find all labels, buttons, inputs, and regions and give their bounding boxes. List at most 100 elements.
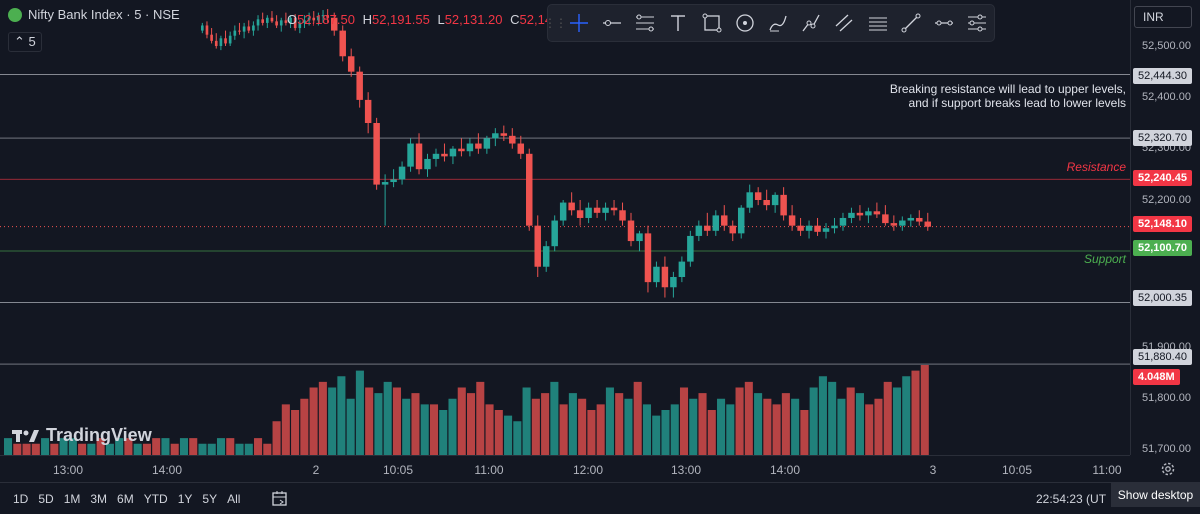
volume-bar [244, 443, 253, 455]
candle-body [466, 143, 474, 152]
candle-body [266, 17, 269, 23]
gear-icon[interactable] [1160, 461, 1176, 482]
crosshair-icon[interactable] [562, 5, 595, 41]
candle-body [214, 40, 218, 46]
time-tick: 12:00 [572, 463, 604, 477]
currency-selector[interactable]: INR [1134, 6, 1192, 28]
candle-body [407, 143, 414, 167]
support-label[interactable]: Support [1083, 252, 1126, 266]
parallel-channel-icon[interactable] [828, 5, 861, 41]
range-3m[interactable]: 3M [90, 492, 108, 506]
trend-line-icon[interactable] [894, 5, 927, 41]
time-tick: 2 [312, 463, 320, 477]
candle-body [814, 225, 821, 232]
volume-bar [707, 410, 716, 455]
candle-body [754, 192, 762, 200]
volume-bar [392, 387, 401, 455]
volume-bar [309, 387, 318, 455]
circle-icon[interactable] [728, 5, 761, 41]
volume-bar [346, 398, 355, 455]
chart-area[interactable] [0, 0, 1130, 455]
calendar-icon[interactable] [270, 488, 290, 513]
candle-body [916, 217, 923, 222]
tradingview-logo[interactable]: TradingView [12, 425, 152, 446]
currency-label: INR [1143, 10, 1164, 24]
volume-bar [605, 387, 614, 455]
candle-body [326, 15, 329, 18]
volume-bar [374, 393, 383, 455]
low-label: L [437, 12, 445, 27]
high-value: 52,191.55 [371, 12, 430, 27]
candle-body [559, 202, 567, 221]
price-tick: 52,400.00 [1142, 91, 1191, 103]
range-all[interactable]: All [227, 492, 241, 506]
candle-body [356, 71, 363, 100]
candle-body [242, 26, 246, 32]
volume-bar [624, 398, 633, 455]
volume-bar [207, 443, 216, 455]
range-5y[interactable]: 5Y [202, 492, 218, 506]
brand-name: TradingView [46, 425, 152, 445]
volume-bar [105, 443, 114, 455]
price-level-badge: 52,000.35 [1133, 290, 1192, 306]
range-6m[interactable]: 6M [117, 492, 134, 506]
text-icon[interactable] [662, 5, 695, 41]
volume-bar [318, 381, 327, 455]
path-icon[interactable] [795, 5, 828, 41]
volume-bar [837, 398, 846, 455]
volume-bar [874, 398, 883, 455]
candle-body [924, 221, 931, 227]
candle-body [602, 207, 609, 213]
clock-readout[interactable]: 22:54:23 (UT [1036, 492, 1107, 506]
volume-bar [124, 438, 133, 455]
range-1d[interactable]: 1D [13, 492, 29, 506]
price-level-badge: 51,880.40 [1133, 349, 1192, 365]
volume-bar [892, 387, 902, 455]
range-1m[interactable]: 1M [63, 492, 81, 506]
volume-bar [587, 410, 596, 455]
candle-body [210, 34, 213, 41]
price-axis[interactable] [1130, 0, 1200, 455]
horizontal-ray-icon[interactable] [928, 5, 961, 41]
candle-body [279, 20, 283, 26]
volume-bar [800, 410, 809, 455]
indicators-collapse-button[interactable]: ⌃ 5 [8, 32, 42, 52]
long-lines-icon[interactable] [861, 5, 894, 41]
candle-body [293, 17, 297, 29]
volume-bar [272, 421, 281, 455]
drawing-toolbar[interactable]: ⋮⋮ [544, 4, 995, 42]
candle-body [233, 30, 237, 36]
candle-body [542, 246, 550, 267]
volume-bar [263, 443, 272, 455]
candle-body [307, 17, 311, 21]
range-selector[interactable]: 1D 5D 1M 3M 6M YTD 1Y 5Y All [13, 492, 250, 506]
volume-bar [633, 381, 642, 455]
volume-bar [189, 438, 198, 455]
chart-note[interactable]: Breaking resistance will lead to upper l… [890, 82, 1126, 110]
resistance-label[interactable]: Resistance [1066, 160, 1126, 174]
price-level-badge: 52,148.10 [1133, 216, 1192, 232]
drag-handle-icon[interactable]: ⋮⋮ [544, 16, 567, 30]
horizontal-line-icon[interactable] [595, 5, 628, 41]
candle-body [882, 214, 889, 224]
candle-body [848, 212, 855, 218]
time-axis[interactable] [0, 455, 1130, 482]
candle-body [610, 207, 618, 211]
range-5d[interactable]: 5D [38, 492, 54, 506]
candle-body [289, 17, 292, 23]
volume-bar [87, 443, 96, 455]
candle-body [441, 153, 448, 157]
range-1y[interactable]: 1Y [177, 492, 193, 506]
symbol-header[interactable]: Nifty Bank Index · 5 · NSE [8, 7, 180, 22]
settings-lines-icon[interactable] [961, 5, 994, 41]
brush-icon[interactable] [761, 5, 794, 41]
candle-body [822, 228, 830, 232]
candle-body [644, 233, 652, 283]
symbol-title[interactable]: Nifty Bank Index · 5 · NSE [28, 7, 180, 22]
show-desktop-button[interactable]: Show desktop [1111, 483, 1200, 507]
volume-bar [41, 438, 50, 455]
range-ytd[interactable]: YTD [143, 492, 168, 506]
fib-retracement-icon[interactable] [628, 5, 661, 41]
rectangle-icon[interactable] [695, 5, 728, 41]
candlestick-chart[interactable] [0, 0, 1130, 455]
